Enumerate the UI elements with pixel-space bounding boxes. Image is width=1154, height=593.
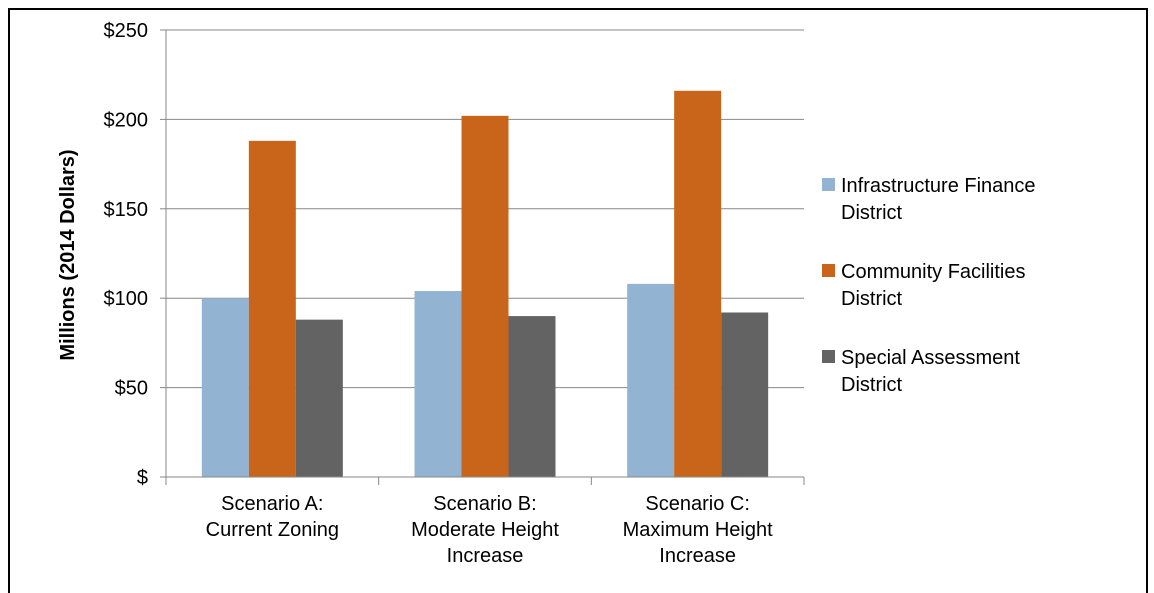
legend-swatch <box>822 350 835 363</box>
legend: Infrastructure Finance District Community … <box>822 175 1036 396</box>
x-tick-label: Increase <box>447 545 524 567</box>
legend-label: Special Assessment <box>841 347 1020 369</box>
x-tick-label: Scenario C: <box>645 493 750 515</box>
y-tick-label: $250 <box>104 20 149 42</box>
legend-label: District <box>841 288 903 310</box>
axes <box>160 29 805 485</box>
x-tick-label: Maximum Height <box>623 519 773 541</box>
bar <box>627 283 675 477</box>
x-tick-label: Scenario A: <box>221 493 323 515</box>
bar <box>721 312 769 477</box>
legend-label: Infrastructure Finance <box>841 175 1036 197</box>
bar <box>248 140 296 477</box>
bar <box>508 316 556 477</box>
x-tick-label: Increase <box>659 545 736 567</box>
legend-swatch <box>822 264 835 277</box>
y-tick-labels: $ $50 $100 $150 $200 $250 <box>104 20 149 489</box>
x-tick-label: Scenario B: <box>433 493 536 515</box>
legend-swatch <box>822 178 835 191</box>
y-tick-label: $100 <box>104 288 149 310</box>
x-tick-label: Moderate Height <box>411 519 559 541</box>
chart-frame <box>8 8 1148 593</box>
bar <box>295 319 343 477</box>
y-axis-label: Millions (2014 Dollars) <box>57 149 79 360</box>
x-tick-label: Current Zoning <box>206 519 339 541</box>
bars <box>201 90 769 478</box>
y-tick-label: $150 <box>104 199 149 221</box>
bar <box>414 291 462 477</box>
y-tick-label: $200 <box>104 109 149 131</box>
y-tick-label: $ <box>137 467 148 489</box>
legend-label: District <box>841 202 903 224</box>
bar <box>674 90 722 478</box>
x-tick-labels: Scenario A: Current Zoning Scenario B: Mode… <box>206 493 773 567</box>
bar <box>201 298 249 477</box>
legend-label: District <box>841 374 903 396</box>
legend-label: Community Facilities <box>841 261 1025 283</box>
bar <box>461 115 509 477</box>
y-tick-label: $50 <box>115 378 148 400</box>
